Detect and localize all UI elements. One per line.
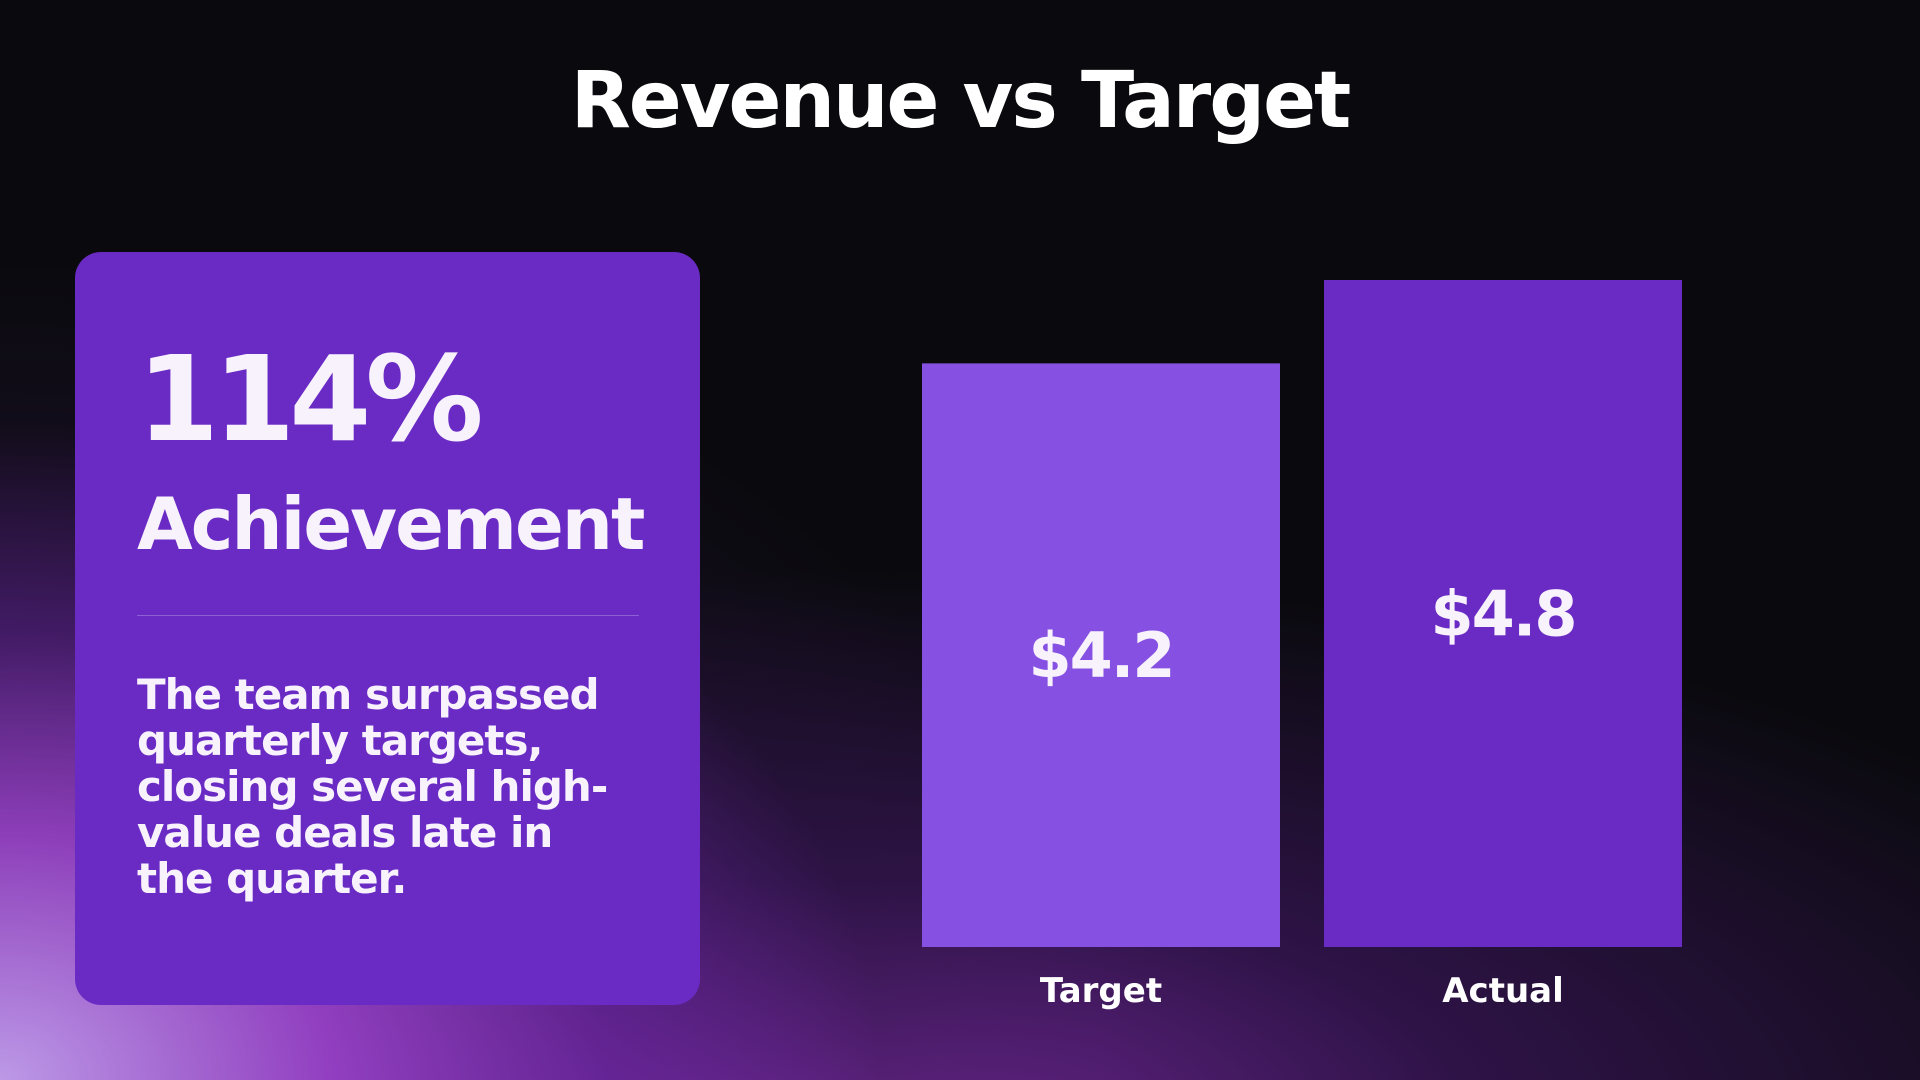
card-divider: [137, 615, 639, 616]
category-label-actual: Actual: [1442, 971, 1564, 1011]
achievement-description: The team surpassed quarterly targets, cl…: [137, 670, 608, 903]
bar-value-label-actual: $4.8: [1431, 578, 1576, 651]
achievement-card: 114% Achievement The team surpassed quar…: [75, 252, 700, 1005]
bar-target: [922, 363, 1280, 947]
page-title: Revenue vs Target: [570, 56, 1352, 146]
category-label-target: Target: [1040, 971, 1162, 1011]
achievement-percent: 114%: [137, 330, 484, 468]
bar-actual: [1324, 280, 1682, 947]
achievement-label: Achievement: [137, 482, 645, 566]
bar-value-label-target: $4.2: [1029, 619, 1174, 692]
